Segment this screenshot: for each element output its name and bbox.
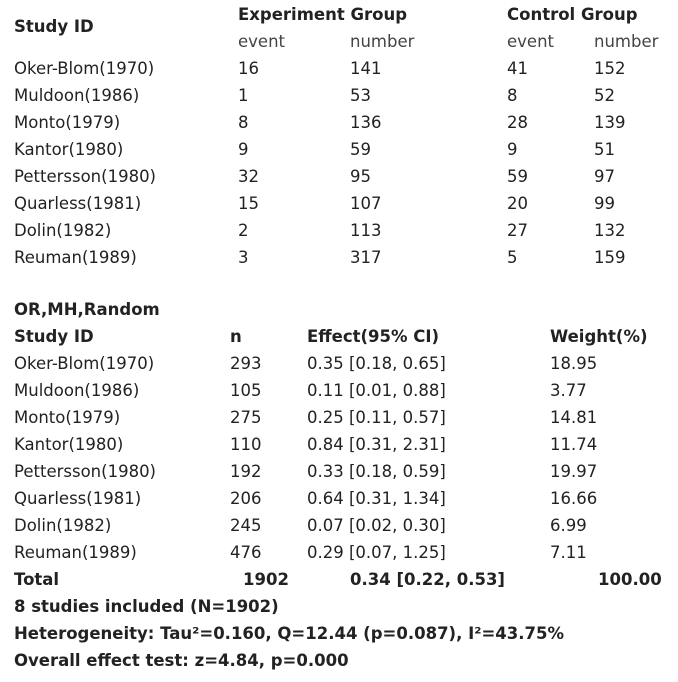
exp-number: 59 xyxy=(350,140,371,159)
study-name: Pettersson(1980) xyxy=(14,167,156,186)
exp-event: 32 xyxy=(238,167,259,186)
total-weight: 100.00 xyxy=(598,570,662,589)
study-name: Reuman(1989) xyxy=(14,248,137,267)
control-number-label: number xyxy=(594,32,659,51)
effect-value: 0.25 [0.11, 0.57] xyxy=(307,408,446,427)
ctrl-event: 28 xyxy=(507,113,528,132)
n-value: 293 xyxy=(230,354,262,373)
ctrl-number: 51 xyxy=(594,140,615,159)
total-n: 1902 xyxy=(243,570,289,589)
table1-study-id-header: Study ID xyxy=(14,17,94,36)
studies-included: 8 studies included (N=1902) xyxy=(14,597,279,616)
study-name: Dolin(1982) xyxy=(14,221,112,240)
overall-effect-test: Overall effect test: z=4.84, p=0.000 xyxy=(14,651,349,670)
experiment-number-label: number xyxy=(350,32,415,51)
effect-value: 0.33 [0.18, 0.59] xyxy=(307,462,446,481)
study-name: Kantor(1980) xyxy=(14,435,124,454)
ctrl-event: 5 xyxy=(507,248,518,267)
exp-event: 8 xyxy=(238,113,249,132)
weight-value: 7.11 xyxy=(550,543,587,562)
weight-value: 11.74 xyxy=(550,435,598,454)
exp-event: 1 xyxy=(238,86,249,105)
exp-number: 317 xyxy=(350,248,382,267)
n-value: 192 xyxy=(230,462,262,481)
n-header: n xyxy=(230,327,242,346)
study-name: Dolin(1982) xyxy=(14,516,112,535)
exp-number: 95 xyxy=(350,167,371,186)
exp-number: 107 xyxy=(350,194,382,213)
effect-value: 0.29 [0.07, 1.25] xyxy=(307,543,446,562)
n-value: 476 xyxy=(230,543,262,562)
n-value: 105 xyxy=(230,381,262,400)
n-value: 110 xyxy=(230,435,262,454)
weight-value: 18.95 xyxy=(550,354,598,373)
ctrl-number: 99 xyxy=(594,194,615,213)
control-group-header: Control Group xyxy=(507,5,638,24)
study-name: Oker-Blom(1970) xyxy=(14,59,155,78)
experiment-group-header: Experiment Group xyxy=(238,5,408,24)
exp-event: 16 xyxy=(238,59,259,78)
ctrl-number: 159 xyxy=(594,248,626,267)
total-effect: 0.34 [0.22, 0.53] xyxy=(350,570,505,589)
study-name: Quarless(1981) xyxy=(14,489,142,508)
exp-event: 2 xyxy=(238,221,249,240)
ctrl-event: 8 xyxy=(507,86,518,105)
study-name: Oker-Blom(1970) xyxy=(14,354,155,373)
study-name: Monto(1979) xyxy=(14,113,121,132)
n-value: 245 xyxy=(230,516,262,535)
study-name: Quarless(1981) xyxy=(14,194,142,213)
ctrl-number: 97 xyxy=(594,167,615,186)
exp-event: 3 xyxy=(238,248,249,267)
exp-number: 141 xyxy=(350,59,382,78)
effect-value: 0.11 [0.01, 0.88] xyxy=(307,381,446,400)
control-event-label: event xyxy=(507,32,554,51)
method-title: OR,MH,Random xyxy=(14,300,160,319)
ctrl-event: 27 xyxy=(507,221,528,240)
ctrl-event: 41 xyxy=(507,59,528,78)
exp-number: 53 xyxy=(350,86,371,105)
ctrl-number: 52 xyxy=(594,86,615,105)
experiment-event-label: event xyxy=(238,32,285,51)
effect-value: 0.64 [0.31, 1.34] xyxy=(307,489,446,508)
table2-study-id-header: Study ID xyxy=(14,327,94,346)
exp-number: 113 xyxy=(350,221,382,240)
effect-value: 0.07 [0.02, 0.30] xyxy=(307,516,446,535)
effect-value: 0.84 [0.31, 2.31] xyxy=(307,435,446,454)
exp-event: 9 xyxy=(238,140,249,159)
weight-value: 16.66 xyxy=(550,489,598,508)
n-value: 206 xyxy=(230,489,262,508)
study-name: Muldoon(1986) xyxy=(14,381,140,400)
study-name: Monto(1979) xyxy=(14,408,121,427)
ctrl-number: 139 xyxy=(594,113,626,132)
weight-value: 6.99 xyxy=(550,516,587,535)
ctrl-number: 152 xyxy=(594,59,626,78)
study-name: Reuman(1989) xyxy=(14,543,137,562)
study-name: Muldoon(1986) xyxy=(14,86,140,105)
effect-value: 0.35 [0.18, 0.65] xyxy=(307,354,446,373)
n-value: 275 xyxy=(230,408,262,427)
effect-header: Effect(95% CI) xyxy=(307,327,440,346)
study-name: Kantor(1980) xyxy=(14,140,124,159)
ctrl-event: 59 xyxy=(507,167,528,186)
ctrl-event: 9 xyxy=(507,140,518,159)
total-label: Total xyxy=(14,570,60,589)
weight-value: 14.81 xyxy=(550,408,598,427)
exp-event: 15 xyxy=(238,194,259,213)
ctrl-event: 20 xyxy=(507,194,528,213)
weight-header: Weight(%) xyxy=(550,327,648,346)
ctrl-number: 132 xyxy=(594,221,626,240)
weight-value: 19.97 xyxy=(550,462,598,481)
weight-value: 3.77 xyxy=(550,381,587,400)
heterogeneity-stats: Heterogeneity: Tau²=0.160, Q=12.44 (p=0.… xyxy=(14,624,565,643)
study-name: Pettersson(1980) xyxy=(14,462,156,481)
exp-number: 136 xyxy=(350,113,382,132)
